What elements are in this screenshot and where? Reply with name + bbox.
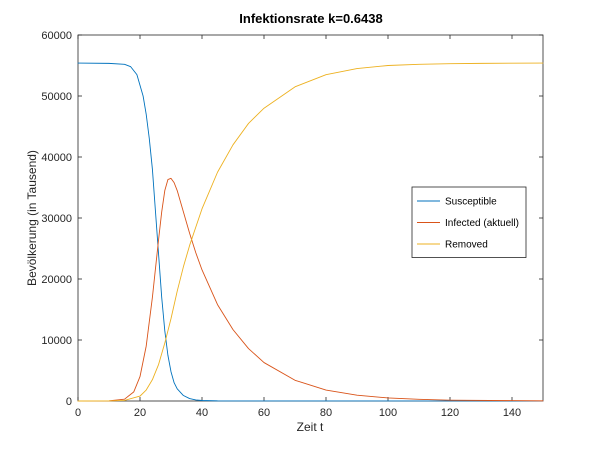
legend-entry: Removed xyxy=(445,240,488,251)
x-tick-label: 0 xyxy=(75,407,81,419)
x-tick-label: 140 xyxy=(503,407,521,419)
legend-entry: Infected (aktuell) xyxy=(445,218,519,229)
y-axis-label: Bevölkerung (in Tausend) xyxy=(25,150,39,286)
legend-entry: Susceptible xyxy=(445,197,497,208)
x-tick-label: 60 xyxy=(258,407,270,419)
x-axis-label: Zeit t xyxy=(297,420,324,434)
series-line-susceptible xyxy=(77,62,544,402)
y-tick-label: 60000 xyxy=(41,30,72,42)
x-tick-label: 100 xyxy=(379,407,397,419)
y-tick-label: 40000 xyxy=(41,152,72,164)
x-tick-label: 120 xyxy=(441,407,459,419)
x-tick-label: 20 xyxy=(134,407,146,419)
y-tick-label: 30000 xyxy=(41,213,72,225)
y-tick-label: 10000 xyxy=(41,335,72,347)
chart-title: Infektionsrate k=0.6438 xyxy=(239,11,382,26)
series-line-infected-aktuell xyxy=(77,177,544,402)
y-tick-label: 50000 xyxy=(41,91,72,103)
x-tick-label: 80 xyxy=(320,407,332,419)
x-tick-label: 40 xyxy=(196,407,208,419)
legend: Susceptible Infected (aktuell) Removed xyxy=(411,186,527,258)
series-line-removed xyxy=(77,62,544,402)
y-tick-label: 0 xyxy=(66,396,72,408)
y-tick-label: 20000 xyxy=(41,274,72,286)
